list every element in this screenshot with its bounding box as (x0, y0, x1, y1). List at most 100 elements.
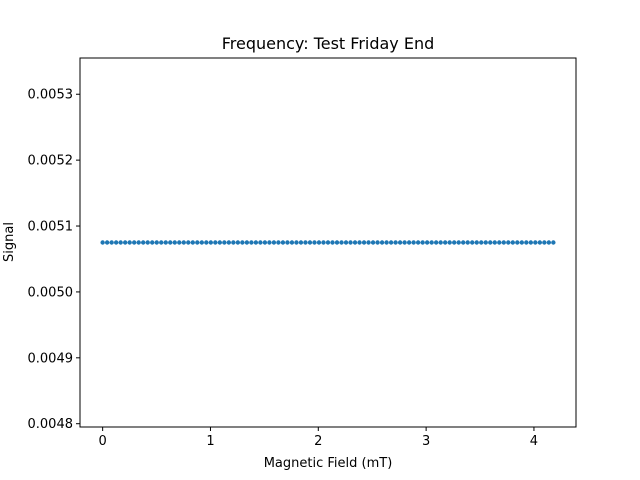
data-point (551, 240, 556, 245)
data-point (339, 240, 344, 245)
data-point (456, 240, 461, 245)
data-point (397, 240, 403, 245)
x-tick-label: 3 (422, 434, 430, 449)
y-axis-ticks: 0.0048 0.0049 0.0050 0.0051 0.0052 0.0053 (28, 88, 80, 432)
data-point (109, 240, 114, 245)
data-point (537, 240, 543, 245)
data-point (127, 240, 132, 245)
data-point (150, 240, 155, 245)
y-tick-label: 0.0052 (28, 154, 74, 169)
data-point (122, 240, 128, 245)
data-point (438, 240, 443, 245)
data-point (519, 240, 525, 245)
y-tick-label: 0.0050 (28, 285, 74, 300)
x-tick-label: 0 (99, 434, 107, 449)
data-point (546, 240, 552, 245)
data-point (488, 240, 493, 245)
data-point (226, 240, 232, 245)
data-point (190, 240, 195, 245)
data-point (172, 240, 177, 245)
data-point (384, 240, 389, 245)
data-point (497, 240, 502, 245)
data-point (415, 240, 421, 245)
data-point (222, 240, 227, 245)
data-point (235, 240, 241, 245)
data-point (307, 240, 313, 245)
data-point (240, 240, 245, 245)
data-point (388, 240, 394, 245)
data-point (330, 240, 335, 245)
data-point (429, 240, 434, 245)
data-point (217, 240, 223, 245)
data-point (276, 240, 281, 245)
data-point (199, 240, 205, 245)
data-point (334, 240, 340, 245)
data-point (118, 240, 123, 245)
data-point (253, 240, 259, 245)
data-point (186, 240, 191, 245)
data-point (168, 240, 173, 245)
x-axis-label: Magnetic Field (mT) (264, 456, 393, 471)
data-point (262, 240, 268, 245)
data-point (104, 240, 110, 245)
x-tick-label: 2 (314, 434, 322, 449)
x-tick-label: 4 (530, 434, 538, 449)
y-tick-label: 0.0049 (28, 351, 74, 366)
y-tick-label: 0.0051 (28, 220, 74, 235)
data-point (524, 240, 529, 245)
data-point (474, 240, 479, 245)
chart-title: Frequency: Test Friday End (222, 34, 435, 53)
data-point (348, 240, 353, 245)
data-point (343, 240, 349, 245)
data-point (258, 240, 263, 245)
data-point (244, 240, 250, 245)
data-point (316, 240, 322, 245)
data-point (159, 240, 164, 245)
data-point (470, 240, 475, 245)
data-point (280, 240, 286, 245)
data-point (402, 240, 407, 245)
data-point (506, 240, 511, 245)
data-point (451, 240, 457, 245)
data-point (479, 240, 484, 245)
data-point (285, 240, 290, 245)
y-axis-label: Signal (2, 222, 17, 262)
data-point (294, 240, 299, 245)
data-point (406, 240, 412, 245)
data-point (249, 240, 254, 245)
data-point (375, 240, 380, 245)
data-point (420, 240, 425, 245)
data-point (267, 240, 272, 245)
data-point (411, 240, 416, 245)
data-points (100, 240, 556, 245)
data-point (321, 240, 326, 245)
data-point (461, 240, 466, 245)
data-point (163, 240, 168, 245)
x-tick-label: 1 (206, 434, 214, 449)
data-point (361, 240, 367, 245)
data-point (379, 240, 385, 245)
data-point (208, 240, 214, 245)
data-point (154, 240, 159, 245)
data-point (424, 240, 430, 245)
data-point (195, 240, 200, 245)
data-point (113, 240, 119, 245)
data-point (271, 240, 277, 245)
data-point (177, 240, 182, 245)
data-point (131, 240, 137, 245)
data-point (447, 240, 452, 245)
data-point (352, 240, 358, 245)
data-point (303, 240, 308, 245)
plot-frame (79, 57, 577, 428)
data-point (213, 240, 218, 245)
data-point (298, 240, 304, 245)
data-point (542, 240, 547, 245)
data-point (357, 240, 362, 245)
data-point (483, 240, 488, 245)
data-point (366, 240, 371, 245)
data-point (204, 240, 209, 245)
data-point (325, 240, 331, 245)
data-point (515, 240, 520, 245)
data-point (510, 240, 515, 245)
